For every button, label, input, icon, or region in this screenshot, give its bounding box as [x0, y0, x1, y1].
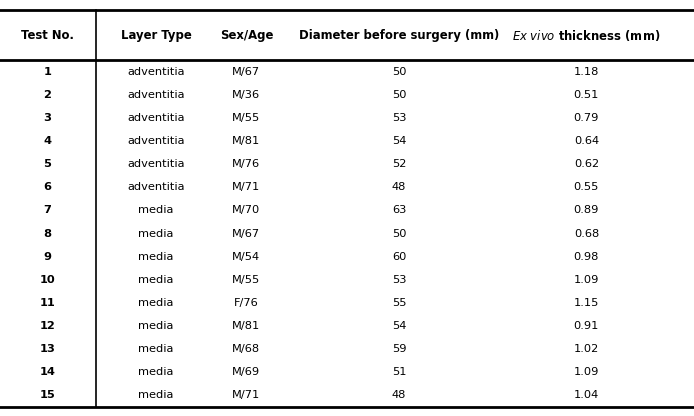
Text: 50: 50 — [392, 90, 406, 100]
Text: 6: 6 — [43, 182, 51, 192]
Text: adventitia: adventitia — [128, 67, 185, 77]
Text: 52: 52 — [392, 159, 406, 169]
Text: M/36: M/36 — [232, 90, 260, 100]
Text: 8: 8 — [43, 228, 51, 239]
Text: 12: 12 — [40, 321, 55, 331]
Text: media: media — [139, 275, 174, 285]
Text: $\it{Ex\ vivo}$ thickness (mm): $\it{Ex\ vivo}$ thickness (mm) — [512, 28, 661, 43]
Text: adventitia: adventitia — [128, 113, 185, 123]
Text: 1: 1 — [43, 67, 51, 77]
Text: 0.91: 0.91 — [574, 321, 599, 331]
Text: 53: 53 — [392, 275, 406, 285]
Text: 14: 14 — [40, 367, 55, 377]
Text: 54: 54 — [392, 136, 406, 146]
Text: 0.55: 0.55 — [574, 182, 599, 192]
Text: 51: 51 — [392, 367, 406, 377]
Text: media: media — [139, 321, 174, 331]
Text: media: media — [139, 390, 174, 400]
Text: 9: 9 — [43, 252, 51, 262]
Text: 7: 7 — [43, 206, 51, 215]
Text: M/67: M/67 — [232, 228, 260, 239]
Text: media: media — [139, 252, 174, 262]
Text: 55: 55 — [392, 298, 406, 308]
Text: 53: 53 — [392, 113, 406, 123]
Text: 5: 5 — [43, 159, 51, 169]
Text: adventitia: adventitia — [128, 90, 185, 100]
Text: adventitia: adventitia — [128, 136, 185, 146]
Text: 0.89: 0.89 — [574, 206, 599, 215]
Text: 48: 48 — [392, 182, 406, 192]
Text: 54: 54 — [392, 321, 406, 331]
Text: 4: 4 — [43, 136, 51, 146]
Text: 15: 15 — [40, 390, 55, 400]
Text: 0.62: 0.62 — [574, 159, 599, 169]
Text: 0.51: 0.51 — [574, 90, 599, 100]
Text: 11: 11 — [40, 298, 55, 308]
Text: media: media — [139, 344, 174, 354]
Text: 60: 60 — [392, 252, 406, 262]
Text: media: media — [139, 367, 174, 377]
Text: Sex/Age: Sex/Age — [220, 29, 273, 42]
Text: Layer Type: Layer Type — [121, 29, 192, 42]
Text: M/55: M/55 — [232, 113, 260, 123]
Text: 0.68: 0.68 — [574, 228, 599, 239]
Text: M/68: M/68 — [232, 344, 260, 354]
Text: 2: 2 — [43, 90, 51, 100]
Text: media: media — [139, 298, 174, 308]
Text: 0.64: 0.64 — [574, 136, 599, 146]
Text: M/54: M/54 — [232, 252, 260, 262]
Text: F/76: F/76 — [234, 298, 259, 308]
Text: media: media — [139, 206, 174, 215]
Text: M/76: M/76 — [232, 159, 260, 169]
Text: media: media — [139, 228, 174, 239]
Text: M/55: M/55 — [232, 275, 260, 285]
Text: Diameter before surgery (mm): Diameter before surgery (mm) — [299, 29, 499, 42]
Text: M/71: M/71 — [232, 182, 260, 192]
Text: 3: 3 — [43, 113, 51, 123]
Text: 13: 13 — [40, 344, 55, 354]
Text: 0.79: 0.79 — [574, 113, 599, 123]
Text: 48: 48 — [392, 390, 406, 400]
Text: 0.98: 0.98 — [574, 252, 599, 262]
Text: 1.04: 1.04 — [574, 390, 599, 400]
Text: Test No.: Test No. — [21, 29, 74, 42]
Text: M/67: M/67 — [232, 67, 260, 77]
Text: M/70: M/70 — [232, 206, 260, 215]
Text: 1.02: 1.02 — [574, 344, 599, 354]
Text: 1.09: 1.09 — [574, 275, 599, 285]
Text: M/81: M/81 — [232, 321, 260, 331]
Text: adventitia: adventitia — [128, 182, 185, 192]
Text: M/69: M/69 — [232, 367, 260, 377]
Text: 10: 10 — [40, 275, 55, 285]
Text: adventitia: adventitia — [128, 159, 185, 169]
Text: 1.18: 1.18 — [574, 67, 599, 77]
Text: 59: 59 — [392, 344, 406, 354]
Text: 50: 50 — [392, 228, 406, 239]
Text: M/81: M/81 — [232, 136, 260, 146]
Text: 63: 63 — [392, 206, 406, 215]
Text: M/71: M/71 — [232, 390, 260, 400]
Text: 1.09: 1.09 — [574, 367, 599, 377]
Text: 1.15: 1.15 — [574, 298, 599, 308]
Text: 50: 50 — [392, 67, 406, 77]
